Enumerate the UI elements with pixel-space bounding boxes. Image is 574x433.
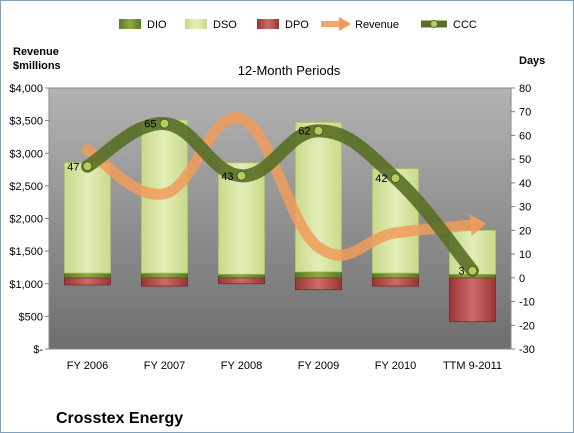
ccc-data-label: 42 (375, 173, 387, 185)
bar-dpo (448, 277, 496, 323)
bar-dio (217, 273, 265, 279)
left-axis-title-line1: Revenue (13, 46, 59, 58)
legend-swatch-ccc (421, 20, 447, 28)
ccc-point (236, 170, 247, 181)
x-axis-category-label: FY 2006 (67, 360, 108, 372)
legend-swatch-dpo (257, 19, 279, 29)
right-axis-tick-label: 0 (519, 273, 525, 285)
right-axis-tick-label: 60 (519, 130, 531, 142)
x-axis-category-label: FY 2007 (144, 360, 185, 372)
legend-label-dio: DIO (147, 19, 167, 31)
left-axis-tick-label: $- (33, 344, 43, 356)
right-axis-tick-label: 70 (519, 107, 531, 119)
revenue-line (82, 112, 478, 261)
ccc-data-label: 65 (144, 119, 156, 131)
bar-dio (64, 272, 112, 279)
right-axis-tick-label: 20 (519, 225, 531, 237)
ccc-point (390, 173, 401, 184)
legend: DIO DSO DPO Revenue CCC (119, 17, 477, 31)
x-axis-category-label: TTM 9-2011 (443, 360, 502, 372)
legend-swatch-dso (185, 19, 207, 29)
right-axis-tick-label: -10 (519, 297, 535, 309)
left-axis-tick-label: $1,000 (9, 279, 43, 291)
left-axis-tick-label: $2,500 (9, 181, 43, 193)
left-axis-tick-label: $500 (19, 311, 43, 323)
left-axis-tick-label: $3,000 (9, 148, 43, 160)
revenue-arrowhead (469, 214, 487, 237)
left-axis-tick-label: $1,500 (9, 246, 43, 258)
ccc-data-label: 3 (458, 266, 464, 278)
bar-dpo (64, 277, 112, 286)
ccc-data-label: 47 (67, 161, 79, 173)
right-axis-tick-label: 10 (519, 249, 531, 261)
ccc-data-label: 43 (221, 171, 233, 183)
ccc-point (159, 118, 170, 129)
right-axis-title: Days (519, 55, 545, 67)
plot-area (48, 87, 512, 350)
legend-label-revenue: Revenue (355, 19, 399, 31)
company-name: Crosstex Energy (56, 410, 183, 427)
bar-dpo (294, 277, 342, 291)
ccc-point (467, 265, 478, 276)
legend-label-dpo: DPO (285, 19, 309, 31)
ccc-point (82, 161, 93, 172)
bar-dpo (371, 277, 419, 287)
right-axis-tick-label: 80 (519, 83, 531, 95)
x-axis-category-label: FY 2010 (375, 360, 416, 372)
right-axis-tick-label: -20 (519, 320, 535, 332)
legend-label-ccc: CCC (453, 19, 477, 31)
legend-swatch-dio (119, 19, 141, 29)
right-axis-tick-label: -30 (519, 344, 535, 356)
right-axis-tick-label: 30 (519, 202, 531, 214)
right-axis-tick-label: 50 (519, 154, 531, 166)
bar-dpo (140, 277, 188, 287)
left-axis-tick-label: $2,000 (9, 214, 43, 226)
chart-title: 12-Month Periods (238, 63, 341, 78)
left-axis-title-line2: $millions (13, 60, 61, 72)
bar-dio (140, 272, 188, 279)
bar-dio (371, 272, 419, 279)
bar-dso (64, 162, 112, 274)
legend-label-dso: DSO (213, 19, 237, 31)
left-axis-tick-label: $4,000 (9, 83, 43, 95)
ccc-data-label: 62 (298, 126, 310, 138)
bar-dpo (217, 277, 265, 285)
ccc-point (313, 125, 324, 136)
bar-dio (294, 271, 342, 279)
right-axis-tick-label: 40 (519, 178, 531, 190)
left-axis-tick-label: $3,500 (9, 116, 43, 128)
legend-swatch-revenue (321, 17, 351, 31)
x-axis-category-label: FY 2009 (298, 360, 339, 372)
x-axis-category-label: FY 2008 (221, 360, 262, 372)
